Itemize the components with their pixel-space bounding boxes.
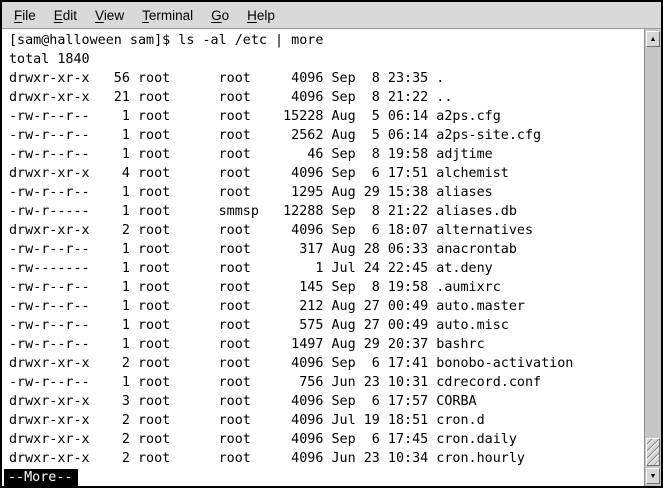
more-prompt: --More-- — [4, 469, 78, 486]
scroll-up-button[interactable]: ▲ — [646, 31, 660, 47]
prompt-line: [sam@halloween sam]$ ls -al /etc | more — [9, 33, 324, 48]
vertical-scrollbar[interactable]: ▲ ▼ — [644, 29, 661, 486]
menu-item-view[interactable]: View — [95, 7, 125, 23]
down-arrow-icon: ▼ — [649, 471, 657, 480]
terminal-output: [sam@halloween sam]$ ls -al /etc | more … — [2, 29, 661, 486]
menu-item-edit[interactable]: Edit — [53, 7, 78, 23]
menu-item-terminal[interactable]: Terminal — [142, 7, 194, 23]
menu-item-file[interactable]: File — [14, 7, 36, 23]
scrollbar-thumb[interactable] — [646, 438, 660, 466]
menu-item-go[interactable]: Go — [211, 7, 230, 23]
up-arrow-icon: ▲ — [649, 34, 657, 43]
menu-item-help[interactable]: Help — [247, 7, 275, 23]
scroll-down-button[interactable]: ▼ — [646, 468, 660, 484]
listing-lines: total 1840 drwxr-xr-x 56 root root 4096 … — [9, 52, 574, 466]
menu-bar: File Edit View Terminal Go Help — [2, 2, 661, 29]
terminal-screen[interactable]: [sam@halloween sam]$ ls -al /etc | more … — [2, 29, 661, 486]
